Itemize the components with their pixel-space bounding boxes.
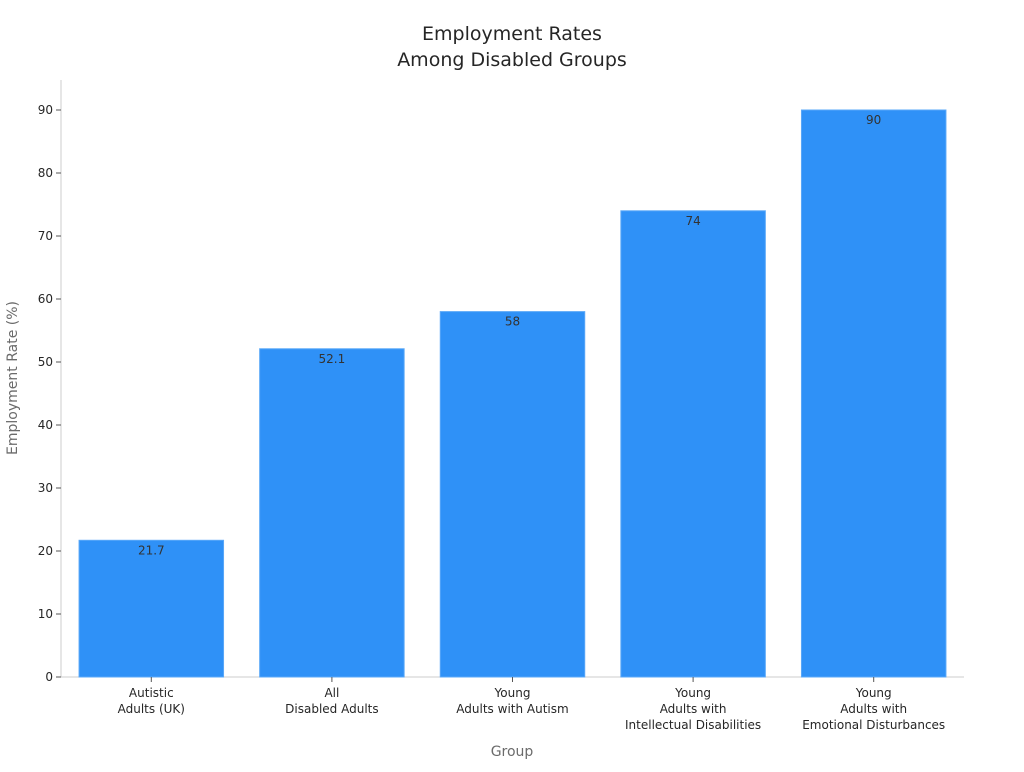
y-tick-label: 10 bbox=[38, 607, 53, 621]
x-tick-label-line: Young bbox=[494, 686, 531, 700]
bar-value-label: 58 bbox=[505, 315, 520, 329]
x-tick-label: Young Adults with Emotional Disturbances bbox=[802, 686, 945, 732]
x-tick-label-line: Young bbox=[674, 686, 711, 700]
x-tick-label-line: All bbox=[324, 686, 339, 700]
x-tick-label: Young Adults with Autism bbox=[456, 686, 568, 716]
x-tick-label-line: Intellectual Disabilities bbox=[625, 718, 761, 732]
x-tick-label-line: Adults (UK) bbox=[118, 702, 185, 716]
x-tick-label-line: Young bbox=[855, 686, 892, 700]
y-tick-label: 60 bbox=[38, 292, 53, 306]
bar-value-label: 21.7 bbox=[138, 543, 165, 557]
chart-title-line-1: Employment Rates bbox=[422, 23, 602, 45]
bar bbox=[620, 210, 766, 678]
bar bbox=[259, 348, 405, 678]
y-tick-label: 50 bbox=[38, 355, 53, 369]
y-tick-label: 20 bbox=[38, 544, 53, 558]
bar bbox=[78, 539, 225, 678]
y-tick-label: 90 bbox=[38, 103, 53, 117]
chart-title-line-2: Among Disabled Groups bbox=[397, 49, 627, 71]
y-tick-label: 70 bbox=[38, 229, 53, 243]
x-tick-label-line: Adults with bbox=[840, 702, 907, 716]
x-tick-label-line: Emotional Disturbances bbox=[802, 718, 945, 732]
x-tick-label-line: Adults with Autism bbox=[456, 702, 568, 716]
bar bbox=[439, 311, 586, 678]
bar-value-label: 90 bbox=[866, 113, 881, 127]
bar bbox=[800, 109, 947, 678]
x-tick-label-line: Adults with bbox=[660, 702, 727, 716]
plot-area: 0 10 20 30 40 50 60 70 80 90 21.7 Autistic Adults (U… bbox=[38, 80, 964, 732]
y-axis-title: Employment Rate (%) bbox=[5, 301, 21, 455]
y-tick-label: 30 bbox=[38, 481, 53, 495]
x-tick-label-line: Autistic bbox=[129, 686, 174, 700]
x-tick-label-line: Disabled Adults bbox=[285, 702, 378, 716]
x-tick-label: Young Adults with Intellectual Disabilitie… bbox=[625, 686, 761, 732]
y-tick-label: 80 bbox=[38, 166, 53, 180]
x-axis-title: Group bbox=[491, 744, 534, 760]
bar-value-label: 74 bbox=[685, 214, 700, 228]
bar-value-label: 52.1 bbox=[319, 352, 346, 366]
x-tick-label: All Disabled Adults bbox=[285, 686, 378, 716]
x-tick-label: Autistic Adults (UK) bbox=[118, 686, 185, 716]
y-tick-label: 40 bbox=[38, 418, 53, 432]
y-tick-label: 0 bbox=[45, 670, 53, 684]
